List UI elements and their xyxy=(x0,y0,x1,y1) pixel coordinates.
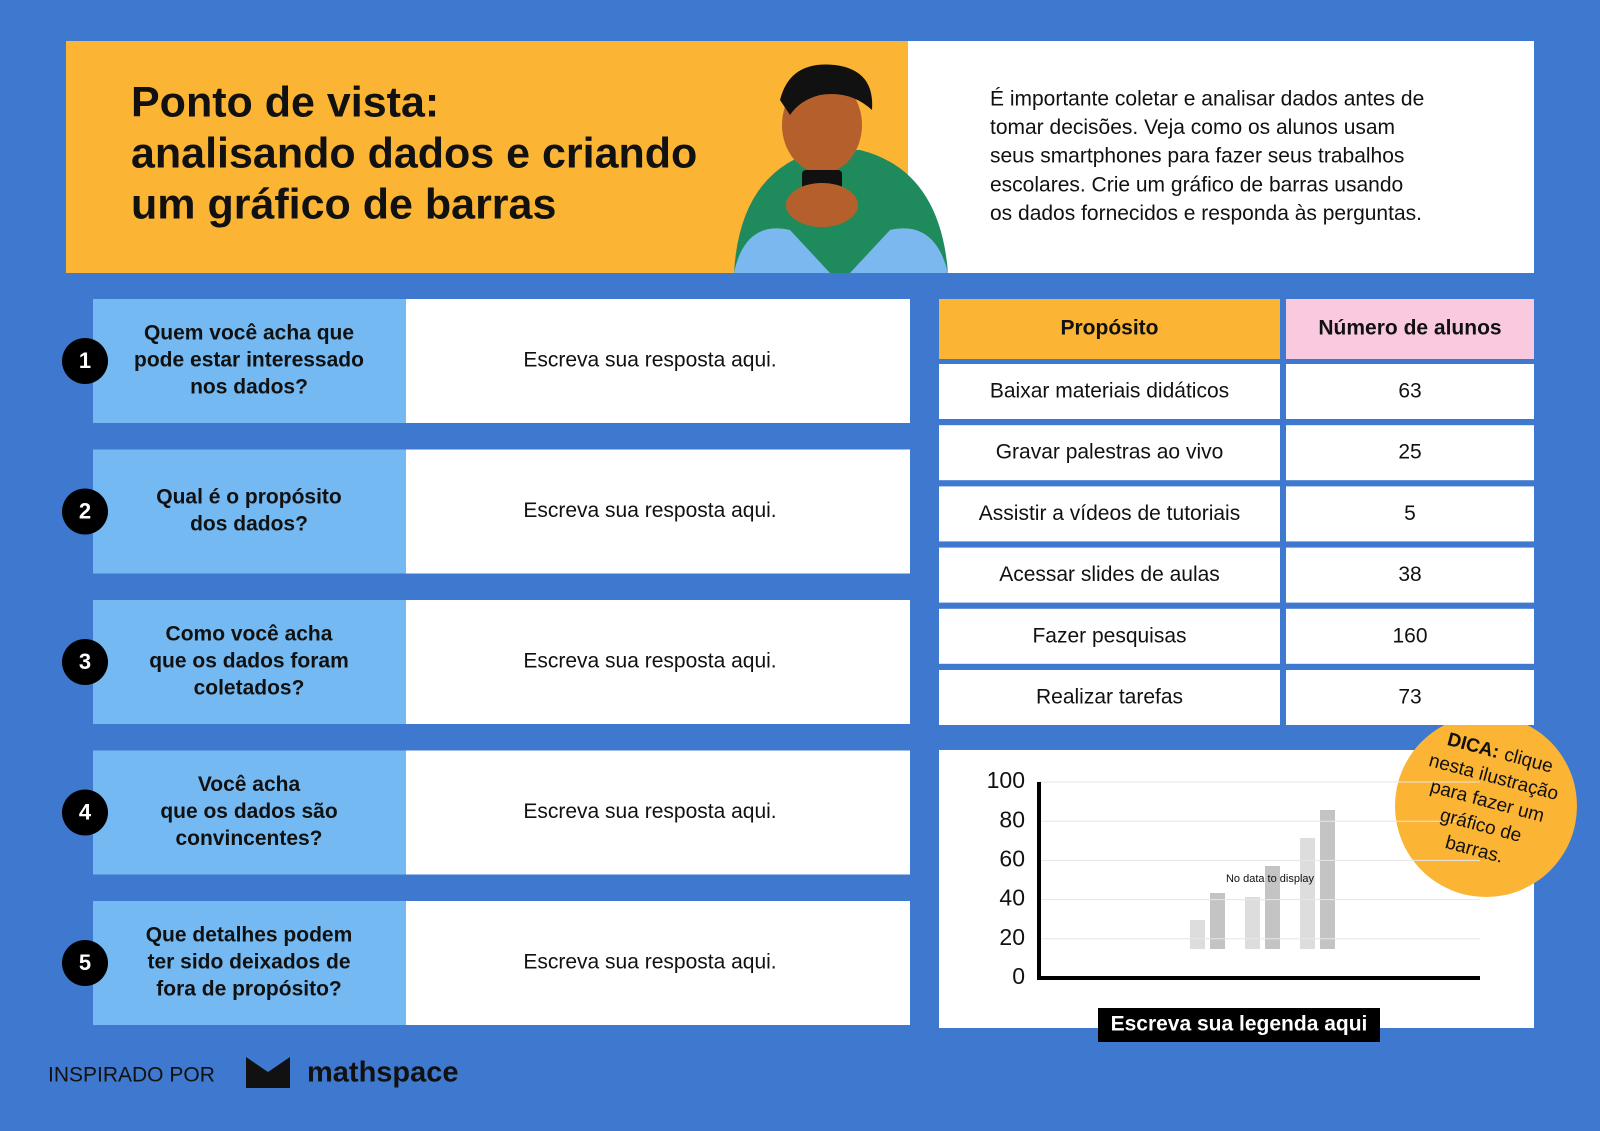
purpose: Fazer pesquisas xyxy=(1032,624,1186,647)
table-cell xyxy=(1286,608,1534,664)
caption-box[interactable] xyxy=(1098,1008,1380,1042)
answer-placeholder: Escreva sua resposta aqui. xyxy=(523,349,776,372)
table-header-cell xyxy=(939,299,1280,359)
answer-placeholder: Escreva sua resposta aqui. xyxy=(523,499,776,522)
question-cell xyxy=(93,299,406,423)
question-cell xyxy=(93,750,406,875)
brand-logo xyxy=(246,1057,290,1088)
purpose: Assistir a vídeos de tutoriais xyxy=(979,502,1240,525)
question-text: Você acha xyxy=(198,773,301,796)
student-count: 160 xyxy=(1392,624,1427,647)
question-cell xyxy=(93,449,406,574)
question-cell xyxy=(93,600,406,724)
intro-line: tomar decisões. Veja como os alunos usam xyxy=(990,116,1395,139)
table-cell xyxy=(939,425,1280,481)
purpose: Acessar slides de aulas xyxy=(999,563,1220,586)
table-cell xyxy=(939,608,1280,664)
question-text: nos dados? xyxy=(190,376,308,399)
title-line: Ponto de vista: xyxy=(131,78,439,126)
number-badge xyxy=(62,338,108,384)
answer-placeholder: Escreva sua resposta aqui. xyxy=(523,951,776,974)
y-tick-label: 80 xyxy=(999,806,1025,832)
question-number: 5 xyxy=(79,950,91,975)
question-text: convincentes? xyxy=(175,827,322,850)
intro-line: É importante coletar e analisar dados an… xyxy=(990,88,1424,111)
chart-placeholder: No data to display xyxy=(1226,873,1315,885)
y-tick-label: 40 xyxy=(999,885,1025,911)
question-cell xyxy=(93,901,406,1025)
intro-line: os dados fornecidos e responda às pergun… xyxy=(990,202,1422,225)
table-cell xyxy=(1286,670,1534,725)
student-count: 38 xyxy=(1398,563,1421,586)
chart-caption: Escreva sua legenda aqui xyxy=(1111,1013,1368,1036)
answer-placeholder: Escreva sua resposta aqui. xyxy=(523,800,776,823)
question-text: que os dados foram xyxy=(149,650,349,673)
number-badge xyxy=(62,940,108,986)
answer-cell[interactable] xyxy=(406,299,910,423)
table-cell xyxy=(1286,425,1534,481)
student-count: 5 xyxy=(1404,502,1416,525)
question-text: Quem você acha que xyxy=(144,322,354,345)
question-text: Que detalhes podem xyxy=(146,924,353,947)
question-text: pode estar interessado xyxy=(134,349,364,372)
brand-name: mathspace xyxy=(307,1057,459,1089)
illustration xyxy=(734,64,948,273)
table-header: Número de alunos xyxy=(1318,317,1501,340)
question-text: ter sido deixados de xyxy=(147,951,350,974)
y-tick-label: 20 xyxy=(999,924,1025,950)
table-cell xyxy=(939,364,1280,419)
table-cell xyxy=(939,486,1280,542)
answer-cell[interactable] xyxy=(406,449,910,574)
question-text: que os dados são xyxy=(160,800,337,823)
table-cell xyxy=(1286,547,1534,603)
question-text: Qual é o propósito xyxy=(156,486,342,509)
number-badge xyxy=(62,789,108,836)
answer-cell[interactable] xyxy=(406,750,910,875)
question-number: 4 xyxy=(79,799,92,824)
axes xyxy=(1037,782,1480,980)
y-tick-label: 100 xyxy=(987,767,1025,793)
title-line: analisando dados e criando xyxy=(131,129,697,177)
purpose: Gravar palestras ao vivo xyxy=(996,441,1224,464)
intro-line: seus smartphones para fazer seus trabalh… xyxy=(990,145,1404,168)
question-number: 3 xyxy=(79,649,91,674)
answer-cell[interactable] xyxy=(406,901,910,1025)
question-text: coletados? xyxy=(194,677,305,700)
intro-panel xyxy=(908,41,1534,273)
question-number: 2 xyxy=(79,498,91,523)
purpose: Baixar materiais didáticos xyxy=(990,380,1229,403)
number-badge xyxy=(62,488,108,535)
title-line: um gráfico de barras xyxy=(131,180,556,228)
y-tick-label: 60 xyxy=(999,845,1025,871)
number-badge xyxy=(62,639,108,685)
answer-placeholder: Escreva sua resposta aqui. xyxy=(523,650,776,673)
table-header: Propósito xyxy=(1061,317,1159,340)
question-text: Como você acha xyxy=(166,623,333,646)
table-cell xyxy=(939,547,1280,603)
table-cell xyxy=(1286,486,1534,542)
question-number: 1 xyxy=(79,348,91,373)
tip-badge[interactable] xyxy=(1395,715,1577,897)
table-cell xyxy=(1286,364,1534,419)
intro-line: escolares. Crie um gráfico de barras usa… xyxy=(990,173,1403,196)
table-cell xyxy=(939,670,1280,725)
question-text: dos dados? xyxy=(190,513,308,536)
table-header-cell xyxy=(1286,299,1534,359)
answer-cell[interactable] xyxy=(406,600,910,724)
y-tick-label: 0 xyxy=(1012,963,1025,989)
purpose: Realizar tarefas xyxy=(1036,686,1183,709)
inspired-by: INSPIRADO POR xyxy=(48,1064,215,1087)
student-count: 73 xyxy=(1398,686,1421,709)
student-count: 63 xyxy=(1398,380,1421,403)
placeholder-bars xyxy=(1190,810,1335,949)
question-text: fora de propósito? xyxy=(156,978,342,1001)
student-count: 25 xyxy=(1398,441,1421,464)
